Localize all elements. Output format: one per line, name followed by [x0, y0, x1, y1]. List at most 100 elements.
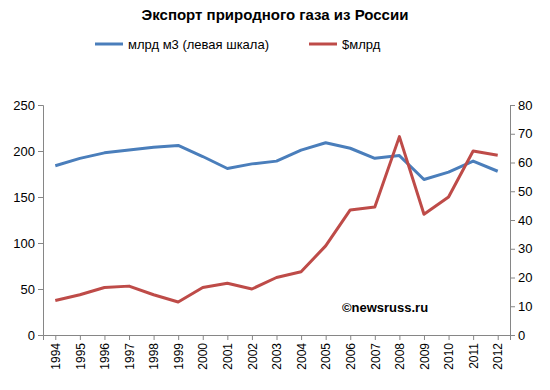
tick-label: 2009	[418, 343, 432, 370]
tick-label: 1999	[172, 343, 186, 370]
tick-mark	[38, 151, 43, 152]
tick-label: 250	[13, 98, 35, 113]
tick: 100	[13, 236, 43, 251]
tick-label: 40	[518, 213, 532, 228]
tick: 2011	[467, 335, 481, 369]
tick-mark	[277, 335, 278, 340]
tick-label: 2000	[196, 343, 210, 370]
tick: 2005	[319, 335, 333, 370]
tick-label: 30	[518, 241, 532, 256]
tick-label: 2012	[491, 343, 505, 370]
tick-label: 1998	[147, 343, 161, 370]
tick-mark	[473, 335, 474, 340]
tick: 80	[510, 98, 532, 113]
tick-label: 1995	[74, 343, 88, 370]
tick: 2007	[369, 335, 383, 370]
tick-mark	[38, 105, 43, 106]
tick: 50	[510, 184, 532, 199]
axis-line	[44, 336, 511, 341]
tick-mark	[38, 335, 43, 336]
tick-label: 10	[518, 299, 532, 314]
tick-mark	[449, 335, 450, 340]
tick-label: 150	[13, 190, 35, 205]
tick-mark	[227, 335, 228, 340]
tick: 150	[13, 190, 43, 205]
tick: 200	[13, 144, 43, 159]
tick-label: 70	[518, 126, 532, 141]
tick-mark	[178, 335, 179, 340]
tick: 2002	[246, 335, 260, 370]
legend: млрд м3 (левая шкала) $млрд	[95, 37, 381, 52]
tick-label: 1994	[49, 343, 63, 370]
tick-label: 2002	[246, 343, 260, 370]
tick-label: 200	[13, 144, 35, 159]
tick-mark	[399, 335, 400, 340]
plot: 0 50 100 150 200 250 0 10 20 30 40 50 60 70 80 1994 1995…	[13, 98, 532, 370]
tick: 1998	[147, 335, 161, 370]
axis-line	[511, 106, 516, 336]
tick-mark	[510, 306, 515, 307]
tick-mark	[80, 335, 81, 340]
legend-label: $млрд	[342, 37, 381, 52]
tick: 70	[510, 126, 532, 141]
tick-label: 20	[518, 270, 532, 285]
tick-mark	[129, 335, 130, 340]
tick: 2012	[491, 335, 505, 370]
tick-mark	[375, 335, 376, 340]
tick-label: 60	[518, 155, 532, 170]
tick: 1996	[98, 335, 112, 370]
tick-label: 2006	[344, 343, 358, 370]
tick: 40	[510, 213, 532, 228]
tick-mark	[38, 197, 43, 198]
tick: 50	[21, 282, 43, 297]
tick-mark	[510, 163, 515, 164]
y-axis: 0 50 100 150 200 250	[13, 98, 43, 343]
tick-mark	[510, 134, 515, 135]
tick-label: 0	[518, 328, 525, 343]
tick: 0	[28, 328, 43, 343]
tick-label: 50	[21, 282, 35, 297]
tick: 2000	[196, 335, 210, 370]
legend-item: $млрд	[309, 37, 381, 52]
tick-mark	[104, 335, 105, 340]
tick: 2003	[270, 335, 284, 370]
tick: 1995	[74, 335, 88, 370]
tick-mark	[498, 335, 499, 340]
tick-label: 2001	[221, 343, 235, 370]
tick: 60	[510, 155, 532, 170]
legend-swatch	[95, 43, 123, 46]
tick: 2001	[221, 335, 235, 370]
tick: 1997	[123, 335, 137, 370]
tick-label: 1997	[123, 343, 137, 370]
tick-mark	[424, 335, 425, 340]
tick: 250	[13, 98, 43, 113]
legend-item: млрд м3 (левая шкала)	[95, 37, 269, 52]
tick: 2008	[393, 335, 407, 370]
tick: 30	[510, 241, 532, 256]
tick: 2009	[418, 335, 432, 370]
tick-label: 2011	[467, 343, 481, 369]
legend-swatch	[309, 43, 337, 46]
tick-label: 100	[13, 236, 35, 251]
tick-mark	[510, 220, 515, 221]
title: Экспорт природного газа из России	[142, 6, 409, 23]
tick-label: 50	[518, 184, 532, 199]
tick: 0	[510, 328, 525, 343]
series-line	[55, 143, 497, 180]
tick: 2006	[344, 335, 358, 370]
tick-mark	[350, 335, 351, 340]
tick-mark	[55, 335, 56, 340]
tick-mark	[154, 335, 155, 340]
tick: 10	[510, 299, 532, 314]
tick: 2010	[442, 335, 456, 370]
tick-label: 2008	[393, 343, 407, 370]
tick-mark	[252, 335, 253, 340]
tick-mark	[510, 105, 515, 106]
tick-mark	[510, 249, 515, 250]
y2-axis: 0 10 20 30 40 50 60 70 80	[510, 98, 532, 343]
legend-label: млрд м3 (левая шкала)	[128, 37, 269, 52]
tick-label: 2005	[319, 343, 333, 370]
tick-mark	[510, 191, 515, 192]
lines	[55, 137, 497, 302]
tick: 2004	[295, 335, 309, 370]
